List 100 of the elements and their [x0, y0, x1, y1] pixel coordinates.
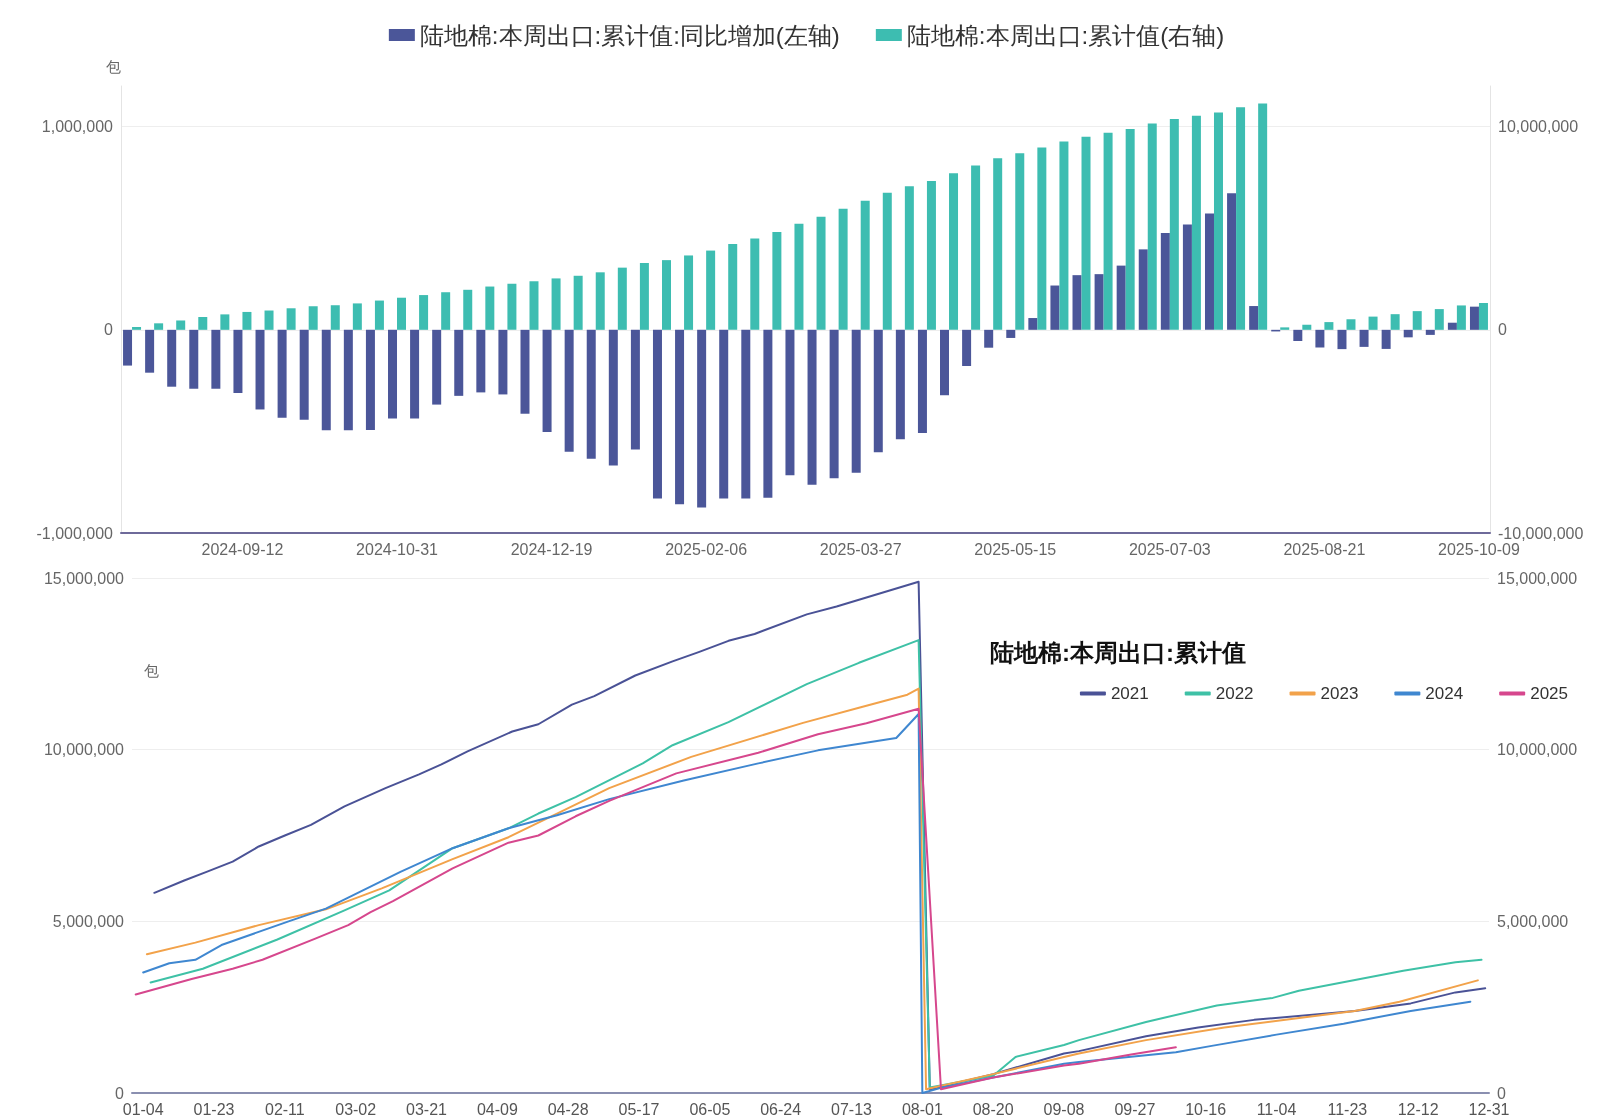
x-tick-label: 07-13 — [831, 1100, 873, 1118]
bar — [971, 165, 981, 330]
bar — [860, 200, 870, 330]
y2-tick-label: -10,000,000 — [1498, 524, 1584, 542]
bar — [1072, 275, 1082, 330]
bar — [286, 308, 296, 330]
bar — [1169, 119, 1179, 330]
bar — [365, 329, 375, 430]
bar — [388, 329, 398, 419]
bar — [441, 292, 451, 330]
bar — [476, 329, 486, 393]
bar — [949, 173, 959, 330]
bar — [917, 329, 927, 434]
bar — [321, 329, 331, 431]
y-tick-label: 15,000,000 — [43, 569, 125, 587]
y2-tick-label: 0 — [1498, 321, 1507, 339]
bar — [829, 329, 839, 479]
bar — [198, 317, 208, 330]
bar — [940, 329, 950, 396]
bar — [145, 329, 155, 373]
x-tick-label: 12-31 — [1468, 1100, 1510, 1118]
bar — [410, 329, 420, 419]
bar — [1381, 329, 1391, 349]
y-axis-title: 包 — [144, 662, 159, 679]
bar — [1368, 316, 1378, 330]
y2-tick-label: 10,000,000 — [1498, 118, 1579, 136]
x-tick-label: 2025-07-03 — [1128, 540, 1211, 558]
bar — [374, 300, 384, 330]
legend-label: 2025 — [1530, 684, 1569, 703]
x-tick-label: 2024-10-31 — [356, 540, 439, 558]
bar — [211, 329, 221, 389]
x-tick-label: 06-05 — [689, 1100, 731, 1118]
y-tick-label: 5,000,000 — [52, 912, 125, 930]
bar — [154, 323, 164, 330]
bar — [1103, 132, 1113, 330]
bar — [308, 306, 318, 330]
bar — [1015, 153, 1025, 330]
legend-label: 陆地棉:本周出口:累计值(右轴) — [906, 21, 1225, 49]
legend-label: 2023 — [1320, 684, 1359, 703]
bar — [794, 223, 804, 330]
x-tick-label: 05-17 — [618, 1100, 660, 1118]
x-tick-label: 09-08 — [1043, 1100, 1085, 1118]
y2-tick-label: 0 — [1497, 1084, 1506, 1102]
legend-label: 陆地棉:本周出口:累计值:同比增加(左轴) — [419, 21, 840, 49]
bar — [551, 278, 561, 330]
bar — [529, 281, 539, 330]
bar — [719, 329, 729, 499]
bar — [1359, 329, 1369, 347]
bar — [1434, 309, 1444, 330]
x-tick-label: 2025-08-21 — [1283, 540, 1366, 558]
y2-tick-label: 10,000,000 — [1497, 741, 1578, 759]
bar — [176, 320, 186, 330]
bar — [1456, 305, 1466, 330]
y-tick-label: 0 — [104, 321, 114, 339]
x-tick-label: 04-28 — [547, 1100, 589, 1118]
bar — [1258, 103, 1268, 330]
y-tick-label: 0 — [115, 1084, 125, 1102]
bar — [507, 283, 517, 330]
bar — [463, 289, 473, 330]
bar — [352, 303, 362, 330]
bar — [419, 295, 429, 330]
x-tick-label: 2025-03-27 — [819, 540, 902, 558]
bar — [1315, 329, 1325, 348]
bar — [1412, 311, 1422, 330]
bar — [1059, 141, 1069, 330]
bar — [542, 329, 552, 433]
bar — [573, 275, 583, 330]
text: 陆地棉:本周出口:累计值 — [990, 638, 1246, 666]
bar — [697, 329, 707, 508]
bar — [882, 192, 892, 330]
bar — [772, 231, 782, 330]
bar — [1081, 136, 1091, 330]
x-tick-label: 03-02 — [335, 1100, 377, 1118]
x-tick-label: 01-04 — [122, 1100, 164, 1118]
bar — [763, 329, 773, 498]
bar — [873, 329, 883, 453]
bar — [1147, 123, 1157, 330]
bar — [1390, 314, 1400, 330]
bar — [608, 329, 618, 466]
bar — [189, 329, 199, 389]
x-tick-label: 2024-09-12 — [201, 540, 284, 558]
x-tick-label: 11-04 — [1256, 1100, 1297, 1118]
bar — [993, 158, 1003, 330]
x-tick-label: 09-27 — [1114, 1100, 1156, 1118]
bar — [299, 329, 309, 420]
bar — [1346, 319, 1356, 330]
bar — [816, 216, 826, 330]
bar — [750, 238, 760, 330]
bar — [807, 329, 817, 485]
bar — [1302, 324, 1312, 330]
bar — [926, 180, 936, 330]
bar — [984, 329, 994, 348]
bar — [661, 260, 671, 330]
bar — [904, 186, 914, 330]
x-tick-label: 10-16 — [1185, 1100, 1227, 1118]
x-tick-label: 2025-05-15 — [974, 540, 1057, 558]
x-tick-label: 2025-10-09 — [1438, 540, 1520, 558]
bar — [343, 329, 353, 431]
x-tick-label: 2025-02-06 — [665, 540, 748, 558]
bar — [1006, 329, 1016, 338]
